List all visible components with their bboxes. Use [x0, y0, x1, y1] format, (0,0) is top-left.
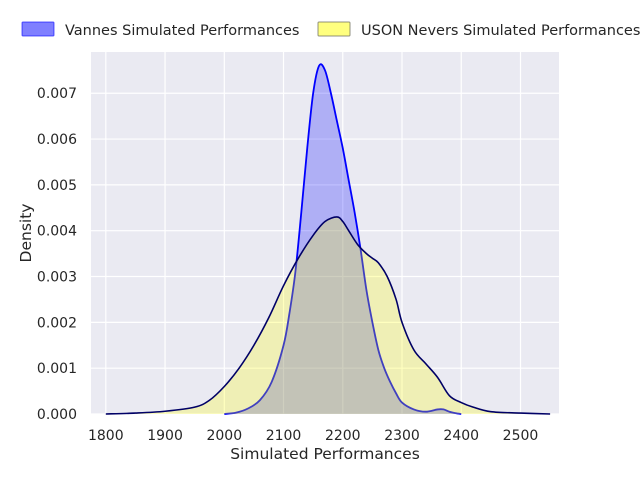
- x-tick-label: 2000: [206, 428, 242, 444]
- x-tick-label: 2400: [443, 428, 479, 444]
- series-area-vannes: [224, 64, 462, 415]
- y-tick-label: 0.007: [37, 86, 77, 102]
- tick-labels: 1800 1900 2000 2100 2200 2300 2400 2500 0.000 0.0…: [37, 86, 538, 444]
- x-tick-label: 2200: [325, 428, 361, 444]
- y-axis-label: Density: [17, 204, 35, 263]
- y-tick-label: 0.000: [37, 407, 77, 423]
- series-line-uson-nevers: [105, 216, 551, 415]
- series-area-uson-nevers: [105, 216, 551, 414]
- y-tick-label: 0.003: [37, 270, 77, 286]
- y-tick-label: 0.006: [37, 132, 77, 148]
- y-tick-label: 0.004: [37, 224, 77, 240]
- y-tick-label: 0.005: [37, 178, 77, 194]
- series-layer: [105, 63, 551, 415]
- x-tick-label: 1800: [88, 428, 124, 444]
- legend-swatch-vannes: [21, 21, 55, 37]
- x-tick-label: 2100: [266, 428, 302, 444]
- legend-swatch-uson-nevers: [317, 21, 351, 37]
- x-tick-label: 2500: [503, 428, 539, 444]
- x-tick-label: 2300: [384, 428, 420, 444]
- grid: [91, 52, 559, 415]
- plot-area: [91, 52, 559, 414]
- y-tick-label: 0.001: [37, 361, 77, 377]
- legend-label-uson-nevers: USON Nevers Simulated Performances: [361, 23, 640, 39]
- series-line-vannes: [224, 63, 462, 415]
- y-tick-label: 0.002: [37, 315, 77, 331]
- legend-label-vannes: Vannes Simulated Performances: [65, 23, 299, 39]
- x-axis-label: Simulated Performances: [230, 445, 420, 463]
- x-tick-label: 1900: [147, 428, 183, 444]
- legend: Vannes Simulated Performances USON Never…: [21, 21, 640, 39]
